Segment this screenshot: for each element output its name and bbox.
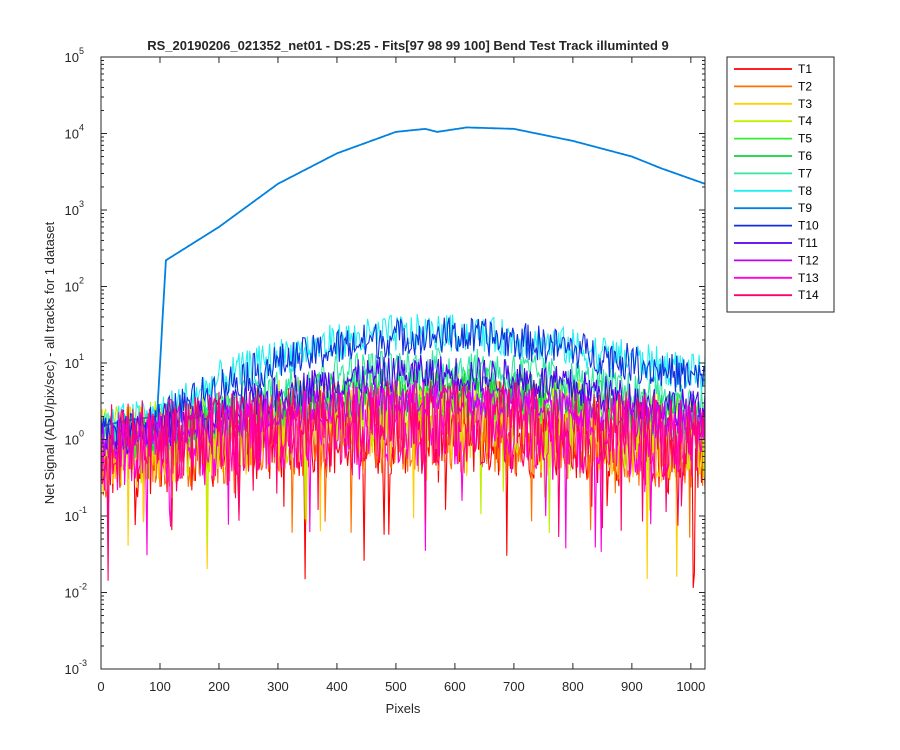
x-tick-label: 0 (97, 679, 104, 694)
x-tick-label: 600 (444, 679, 466, 694)
y-tick-label: 10 (65, 433, 79, 448)
y-tick-label: 10 (65, 356, 79, 371)
x-tick-label: 300 (267, 679, 289, 694)
x-tick-label: 100 (149, 679, 171, 694)
y-tick-label: 10 (65, 662, 79, 677)
y-tick-label: 10 (65, 586, 79, 601)
y-tick-exponent: 4 (79, 123, 84, 133)
y-tick-exponent: 3 (79, 199, 84, 209)
y-tick-exponent: -3 (79, 658, 87, 668)
x-tick-label: 800 (562, 679, 584, 694)
legend-label-t2: T2 (798, 79, 812, 93)
legend-label-t14: T14 (798, 288, 819, 302)
y-tick-exponent: 1 (79, 352, 84, 362)
series-line-t14 (101, 380, 705, 581)
legend-label-t8: T8 (798, 184, 812, 198)
legend: T1 T2 T3 T4 T5 T6 T7 T8 T9 T10 T11 T12 T13 T14 (726, 56, 835, 313)
series-line-t9 (101, 126, 705, 427)
chart-title: RS_20190206_021352_net01 - DS:25 - Fits[… (147, 38, 668, 53)
y-tick-exponent: 2 (79, 276, 84, 286)
y-tick-label: 10 (65, 50, 79, 65)
legend-label-t10: T10 (798, 219, 819, 233)
y-tick-exponent: 5 (79, 46, 84, 56)
legend-items: T1 T2 T3 T4 T5 T6 T7 T8 T9 T10 T11 T12 T13 T14 (734, 62, 819, 302)
y-tick-exponent: -2 (79, 582, 87, 592)
x-tick-label: 700 (503, 679, 525, 694)
y-tick-exponent: -1 (79, 505, 87, 515)
legend-label-t9: T9 (798, 201, 812, 215)
x-tick-label: 500 (385, 679, 407, 694)
legend-label-t1: T1 (798, 62, 812, 76)
series-layer (101, 126, 705, 588)
y-tick-label: 10 (65, 203, 79, 218)
x-axis: 0 100 200 300 400 500 600 700 800 900 1000 (97, 57, 705, 694)
y-tick-label: 10 (65, 280, 79, 295)
plot-area (101, 57, 705, 669)
y-axis-label: Net Signal (ADU/pix/sec) - all tracks fo… (42, 221, 57, 504)
legend-label-t4: T4 (798, 114, 812, 128)
legend-label-t11: T11 (798, 236, 818, 250)
legend-label-t3: T3 (798, 97, 812, 111)
y-tick-label: 10 (65, 509, 79, 524)
legend-label-t5: T5 (798, 132, 812, 146)
series-line-t11 (101, 354, 705, 456)
x-tick-label: 900 (621, 679, 643, 694)
x-tick-label: 200 (208, 679, 230, 694)
legend-label-t7: T7 (798, 166, 812, 180)
y-tick-label: 10 (65, 127, 79, 142)
legend-label-t12: T12 (798, 253, 819, 267)
x-tick-label: 1000 (676, 679, 705, 694)
legend-label-t6: T6 (798, 149, 812, 163)
legend-label-t13: T13 (798, 271, 819, 285)
y-tick-exponent: 0 (79, 429, 84, 439)
legend-box (726, 56, 835, 313)
x-axis-label: Pixels (386, 701, 421, 716)
x-tick-label: 400 (326, 679, 348, 694)
series-line-t10 (101, 317, 705, 449)
